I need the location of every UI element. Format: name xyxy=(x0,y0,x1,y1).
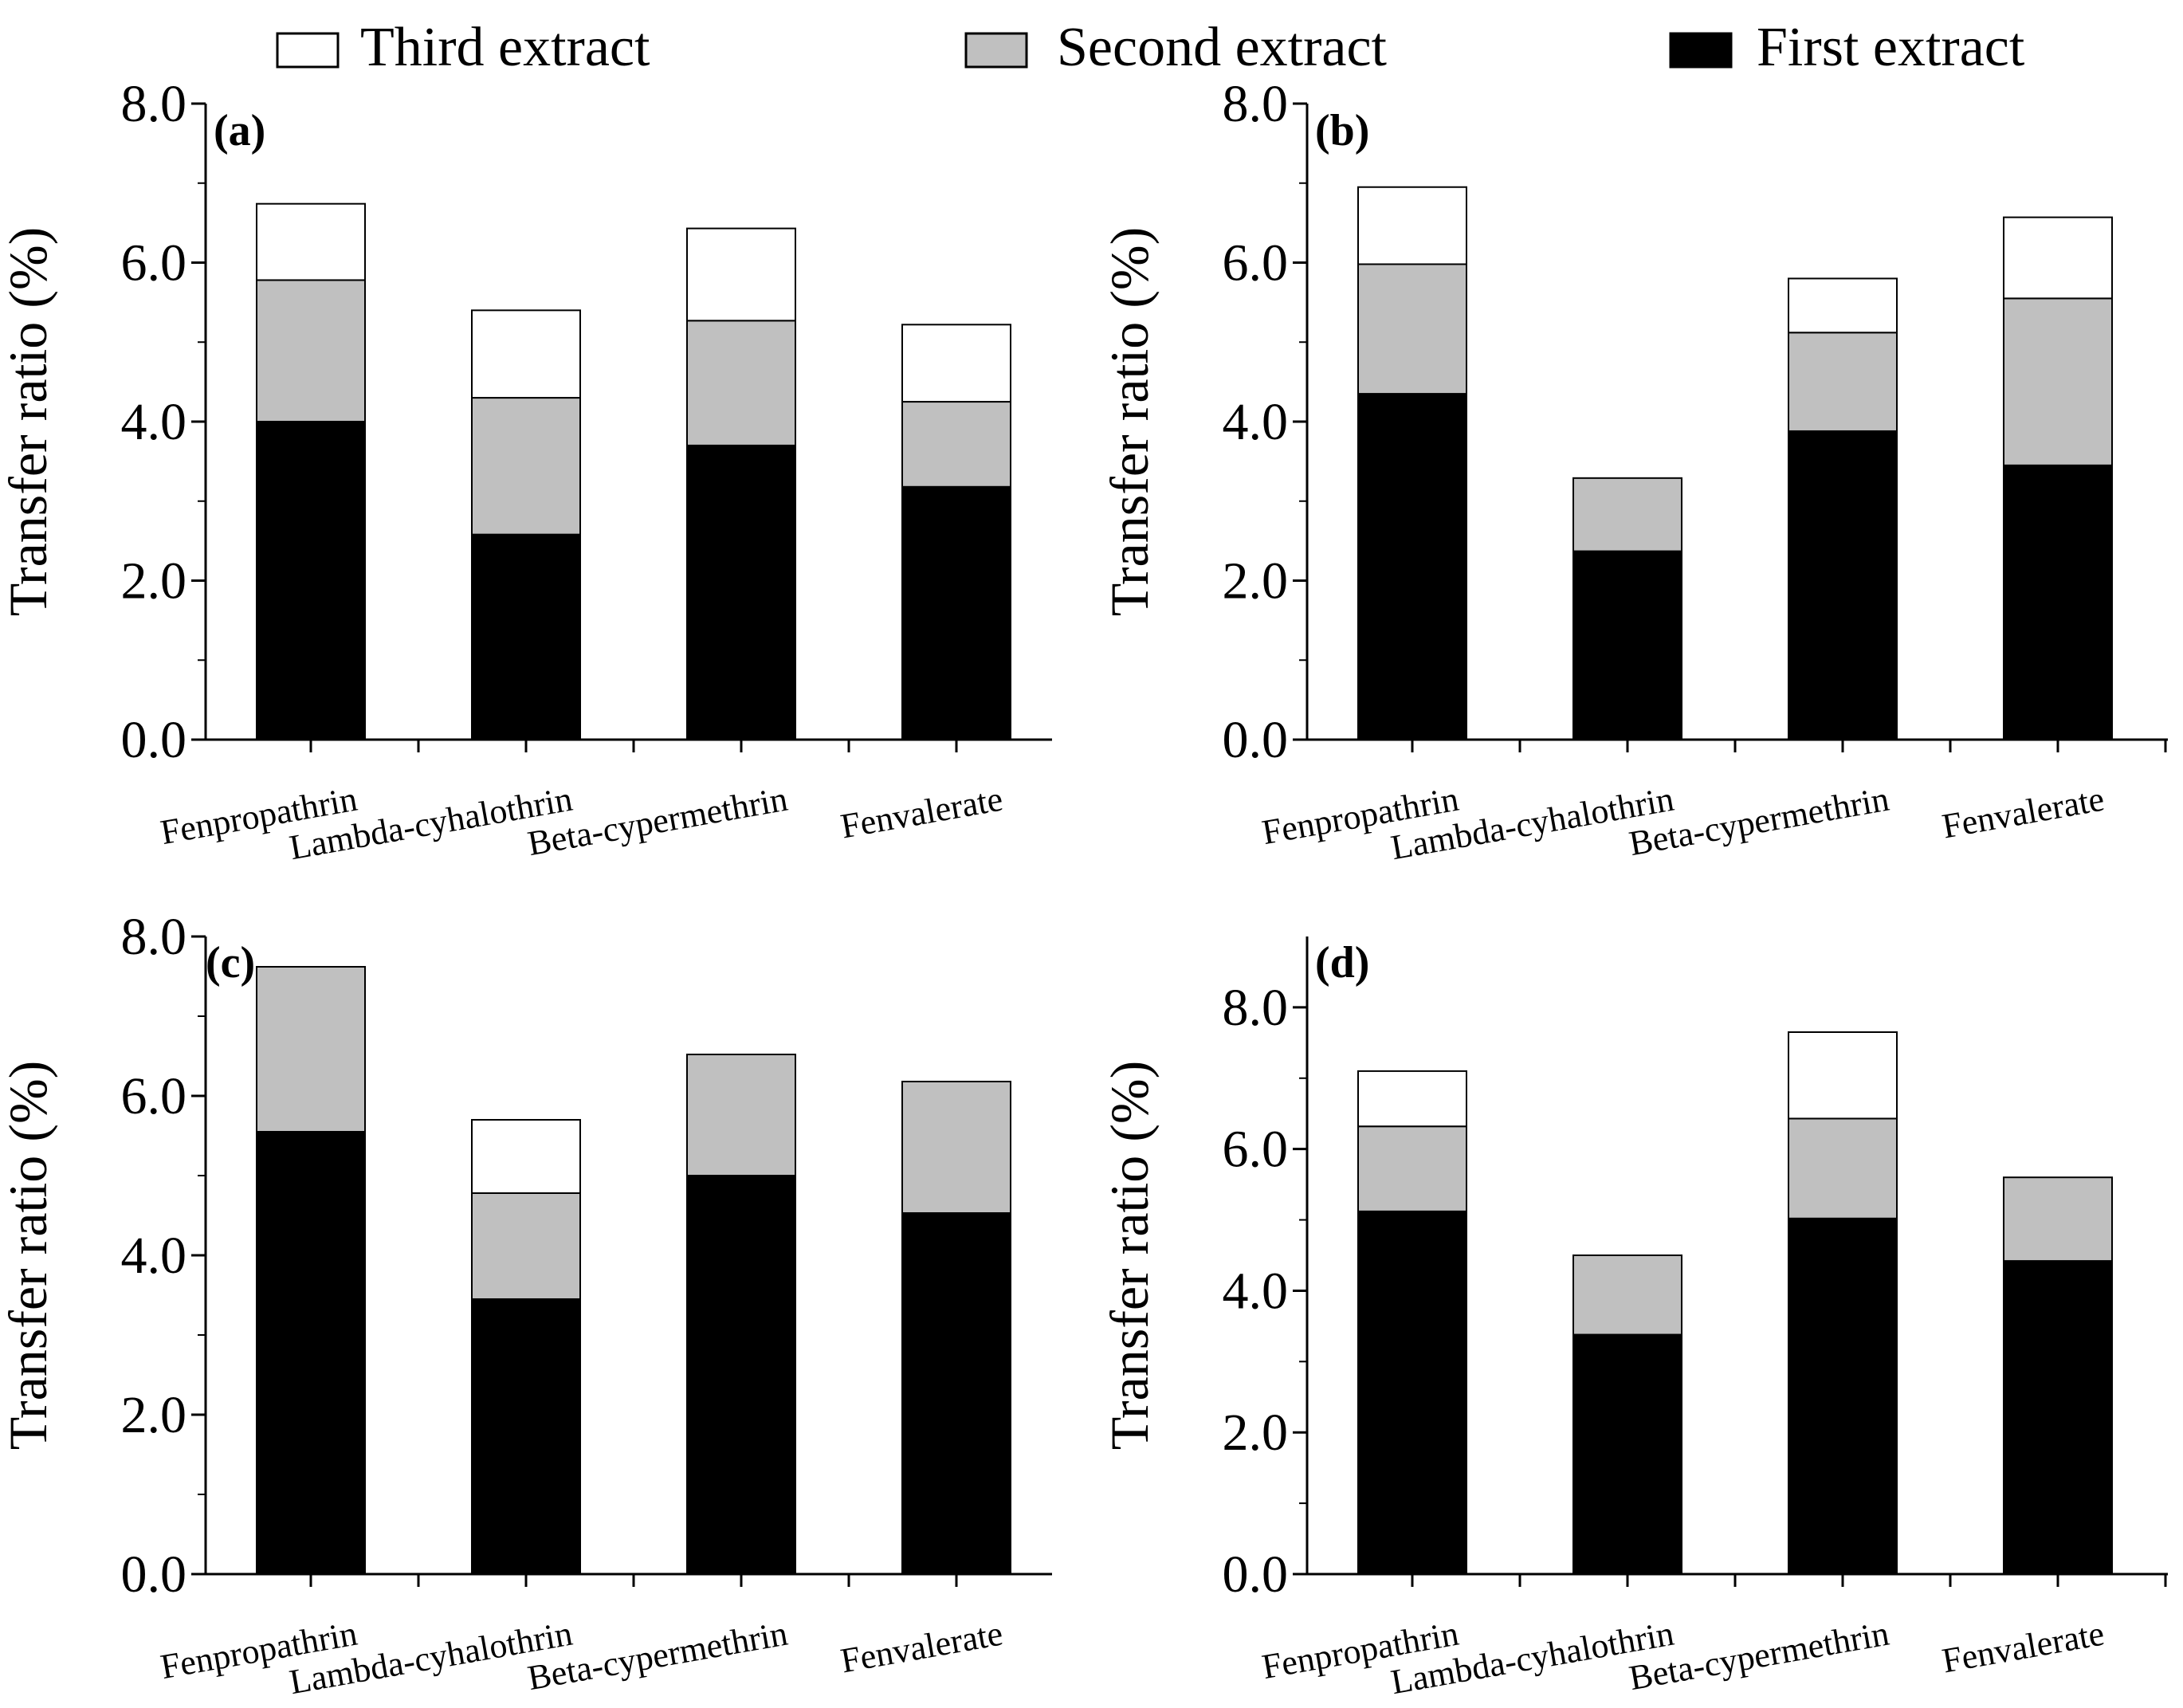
legend-label-second: Second extract xyxy=(1057,17,1388,78)
bar-second-beta-cypermethrin xyxy=(1788,332,1898,432)
bar-second-fenpropathrin xyxy=(256,279,366,422)
y-tick-label: 4.0 xyxy=(1223,393,1289,451)
bar-second-lambda-cyhalothrin xyxy=(471,1192,581,1300)
bar-third-lambda-cyhalothrin xyxy=(471,1119,581,1194)
y-axis-title: Transfer ratio (%) xyxy=(1099,1061,1160,1450)
bar-third-lambda-cyhalothrin xyxy=(471,309,581,399)
bar-second-fenpropathrin xyxy=(256,966,366,1133)
y-tick-label: 2.0 xyxy=(121,1386,187,1444)
y-tick-label: 2.0 xyxy=(1223,552,1289,611)
legend-swatch-first xyxy=(1669,32,1733,69)
bar-third-fenpropathrin xyxy=(1357,1070,1467,1128)
y-tick-label: 6.0 xyxy=(121,234,187,293)
bar-third-fenvalerate xyxy=(901,324,1011,403)
y-tick-label: 0.0 xyxy=(121,711,187,769)
bar-second-lambda-cyhalothrin xyxy=(471,397,581,536)
x-tick-label: Fenvalerate xyxy=(838,1614,1006,1681)
bar-first-fenpropathrin xyxy=(256,1131,366,1575)
y-tick-label: 4.0 xyxy=(121,393,187,451)
bar-second-beta-cypermethrin xyxy=(686,1054,796,1176)
bar-third-beta-cypermethrin xyxy=(1788,277,1898,334)
bar-first-fenvalerate xyxy=(901,485,1011,740)
y-tick-label: 8.0 xyxy=(121,908,187,966)
bar-first-beta-cypermethrin xyxy=(686,444,796,740)
bar-third-fenvalerate xyxy=(2003,216,2113,300)
panel-label: (c) xyxy=(206,938,255,987)
y-tick-label: 6.0 xyxy=(1223,1121,1289,1179)
bar-second-beta-cypermethrin xyxy=(686,320,796,446)
bar-second-fenvalerate xyxy=(901,1081,1011,1214)
bar-first-beta-cypermethrin xyxy=(686,1175,796,1575)
bar-third-fenpropathrin xyxy=(1357,186,1467,265)
bar-first-beta-cypermethrin xyxy=(1788,430,1898,740)
bar-second-fenpropathrin xyxy=(1357,1125,1467,1212)
panel-d: 0.02.04.06.08.0FenpropathrinLambda-cyhal… xyxy=(1099,936,2168,1702)
legend-item-third: Third extract xyxy=(276,17,650,78)
x-tick-label: Fenvalerate xyxy=(1939,1614,2107,1681)
bar-second-fenvalerate xyxy=(2003,1176,2113,1262)
y-tick-label: 8.0 xyxy=(1223,979,1289,1037)
legend-label-first: First extract xyxy=(1757,17,2025,78)
bar-second-lambda-cyhalothrin xyxy=(1572,477,1682,552)
bar-first-lambda-cyhalothrin xyxy=(471,1298,581,1575)
panel-b: 0.02.04.06.08.0FenpropathrinLambda-cyhal… xyxy=(1099,75,2168,867)
bar-second-lambda-cyhalothrin xyxy=(1572,1254,1682,1336)
bar-first-beta-cypermethrin xyxy=(1788,1217,1898,1576)
bar-third-fenpropathrin xyxy=(256,202,366,281)
y-axis-title: Transfer ratio (%) xyxy=(0,227,58,616)
y-tick-label: 0.0 xyxy=(121,1545,187,1604)
panel-label: (b) xyxy=(1315,106,1369,155)
y-axis-title: Transfer ratio (%) xyxy=(1099,227,1160,616)
panel-c: 0.02.04.06.08.0FenpropathrinLambda-cyhal… xyxy=(0,908,1052,1702)
x-tick-label: Fenvalerate xyxy=(838,779,1006,846)
bar-first-lambda-cyhalothrin xyxy=(471,533,581,741)
y-tick-label: 8.0 xyxy=(121,75,187,133)
y-tick-label: 2.0 xyxy=(1223,1404,1289,1462)
legend-item-first: First extract xyxy=(1669,17,2025,78)
y-tick-label: 0.0 xyxy=(1223,1545,1289,1604)
bar-first-fenvalerate xyxy=(901,1212,1011,1575)
panel-a: 0.02.04.06.08.0FenpropathrinLambda-cyhal… xyxy=(0,75,1052,867)
y-tick-label: 2.0 xyxy=(121,552,187,611)
y-tick-label: 0.0 xyxy=(1223,711,1289,769)
legend-swatch-third xyxy=(276,32,340,69)
bar-second-fenpropathrin xyxy=(1357,263,1467,395)
panel-label: (a) xyxy=(214,106,265,155)
bar-first-fenpropathrin xyxy=(1357,1210,1467,1576)
y-tick-label: 8.0 xyxy=(1223,75,1289,133)
bar-first-fenpropathrin xyxy=(256,421,366,740)
y-tick-label: 6.0 xyxy=(121,1067,187,1125)
y-tick-label: 4.0 xyxy=(121,1227,187,1285)
bar-first-fenvalerate xyxy=(2003,1260,2113,1575)
bar-first-lambda-cyhalothrin xyxy=(1572,1333,1682,1575)
y-tick-label: 4.0 xyxy=(1223,1262,1289,1320)
bar-third-beta-cypermethrin xyxy=(686,227,796,322)
bar-first-fenpropathrin xyxy=(1357,393,1467,740)
bar-third-beta-cypermethrin xyxy=(1788,1031,1898,1120)
legend-swatch-second xyxy=(964,32,1028,69)
panel-label: (d) xyxy=(1315,938,1369,987)
bar-second-beta-cypermethrin xyxy=(1788,1117,1898,1219)
legend-label-third: Third extract xyxy=(360,17,650,78)
bar-second-fenvalerate xyxy=(2003,297,2113,466)
bar-first-lambda-cyhalothrin xyxy=(1572,550,1682,741)
legend: Third extract Second extract First extra… xyxy=(276,17,2025,78)
x-tick-label: Fenvalerate xyxy=(1939,779,2107,846)
bar-second-fenvalerate xyxy=(901,401,1011,488)
y-axis-title: Transfer ratio (%) xyxy=(0,1061,58,1450)
y-tick-label: 6.0 xyxy=(1223,234,1289,293)
legend-item-second: Second extract xyxy=(964,17,1388,78)
bar-first-fenvalerate xyxy=(2003,464,2113,740)
